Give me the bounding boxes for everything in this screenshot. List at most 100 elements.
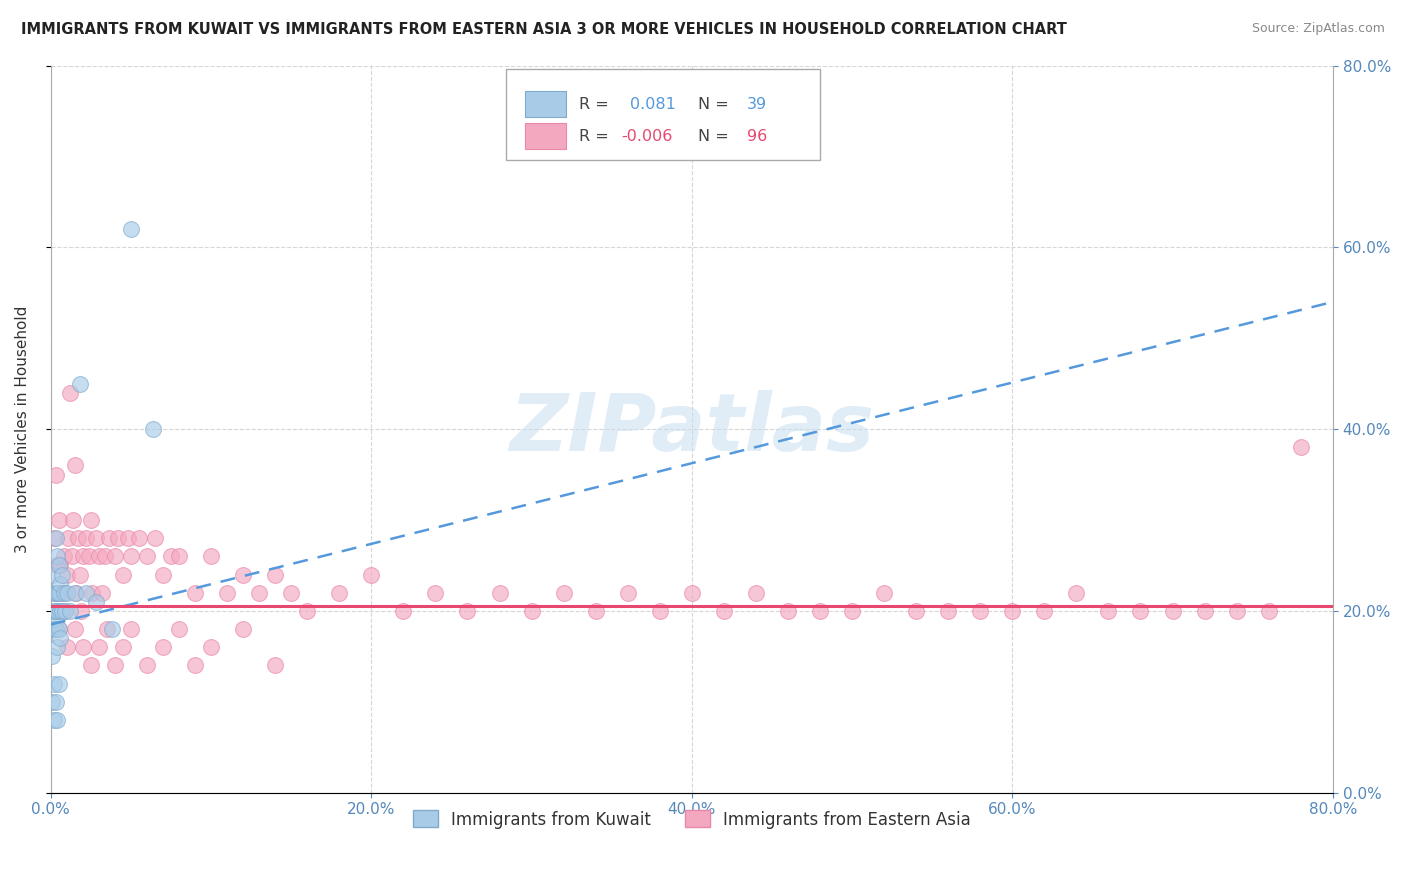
Point (142, 422, 165, 436)
Point (1129, 604, 1152, 618)
Point (873, 585, 896, 599)
Point (136, 658, 159, 673)
Point (46, 713, 69, 727)
Point (80, 513, 103, 527)
Point (46, 549, 69, 564)
Point (745, 585, 768, 599)
Point (58, 531, 80, 545)
Point (48, 585, 70, 599)
Point (616, 585, 638, 599)
Point (152, 567, 174, 582)
Point (45, 531, 67, 545)
Point (59, 604, 82, 618)
Text: 39: 39 (747, 96, 768, 112)
Point (51, 585, 73, 599)
Point (107, 531, 129, 545)
Point (97, 531, 120, 545)
Point (49, 576, 72, 591)
Point (1226, 604, 1249, 618)
Point (184, 658, 207, 673)
Point (42, 585, 65, 599)
Point (67, 531, 90, 545)
Point (1257, 604, 1279, 618)
Point (91, 585, 114, 599)
Point (120, 222, 142, 236)
Point (42, 531, 65, 545)
Point (94, 549, 117, 564)
Point (75, 531, 97, 545)
Point (45, 585, 67, 599)
Point (52, 549, 75, 564)
Point (936, 604, 959, 618)
Point (46, 604, 69, 618)
Point (160, 549, 183, 564)
Point (45, 622, 67, 636)
Text: -0.006: -0.006 (621, 128, 672, 144)
Point (128, 531, 150, 545)
Point (84, 531, 107, 545)
Point (776, 604, 799, 618)
Point (104, 658, 127, 673)
Point (111, 567, 134, 582)
Point (48, 622, 70, 636)
Point (120, 622, 142, 636)
Point (232, 622, 254, 636)
Legend: Immigrants from Kuwait, Immigrants from Eastern Asia: Immigrants from Kuwait, Immigrants from … (406, 804, 977, 835)
Point (51, 567, 73, 582)
Point (49, 631, 72, 645)
Text: IMMIGRANTS FROM KUWAIT VS IMMIGRANTS FROM EASTERN ASIA 3 OR MORE VEHICLES IN HOU: IMMIGRANTS FROM KUWAIT VS IMMIGRANTS FRO… (21, 22, 1067, 37)
Text: Source: ZipAtlas.com: Source: ZipAtlas.com (1251, 22, 1385, 36)
Point (456, 604, 478, 618)
Point (96, 622, 118, 636)
Text: 0.081: 0.081 (630, 96, 676, 112)
Point (136, 549, 159, 564)
Bar (526, 91, 567, 117)
Point (48, 622, 70, 636)
Point (52, 585, 75, 599)
Point (45, 467, 67, 482)
Point (46, 585, 69, 599)
Point (65, 585, 87, 599)
Point (46, 558, 69, 573)
Point (41, 567, 63, 582)
Point (75, 585, 97, 599)
Point (46, 640, 69, 655)
Point (69, 567, 91, 582)
Point (70, 604, 93, 618)
Point (48, 513, 70, 527)
Point (59, 385, 82, 400)
Point (51, 604, 73, 618)
Point (84, 595, 107, 609)
Point (360, 567, 382, 582)
Point (80, 658, 103, 673)
Point (280, 585, 302, 599)
Point (100, 622, 122, 636)
Point (247, 585, 270, 599)
Point (200, 640, 222, 655)
Point (217, 585, 239, 599)
Point (297, 604, 319, 618)
Y-axis label: 3 or more Vehicles in Household: 3 or more Vehicles in Household (15, 305, 30, 553)
Point (1001, 604, 1024, 618)
Point (167, 549, 190, 564)
Point (392, 604, 415, 618)
Point (56, 567, 79, 582)
Point (87, 640, 110, 655)
Point (264, 567, 287, 582)
Point (48, 558, 70, 573)
Point (905, 604, 928, 618)
Point (56, 585, 79, 599)
Point (72, 549, 94, 564)
Point (63, 585, 86, 599)
Bar (526, 123, 567, 149)
Point (53, 604, 76, 618)
Point (681, 585, 703, 599)
Text: R =: R = (579, 96, 614, 112)
Point (328, 585, 350, 599)
Text: N =: N = (699, 96, 734, 112)
Point (488, 585, 510, 599)
Point (1066, 585, 1088, 599)
Point (41, 649, 63, 664)
Point (41, 613, 63, 627)
Point (48, 676, 70, 690)
